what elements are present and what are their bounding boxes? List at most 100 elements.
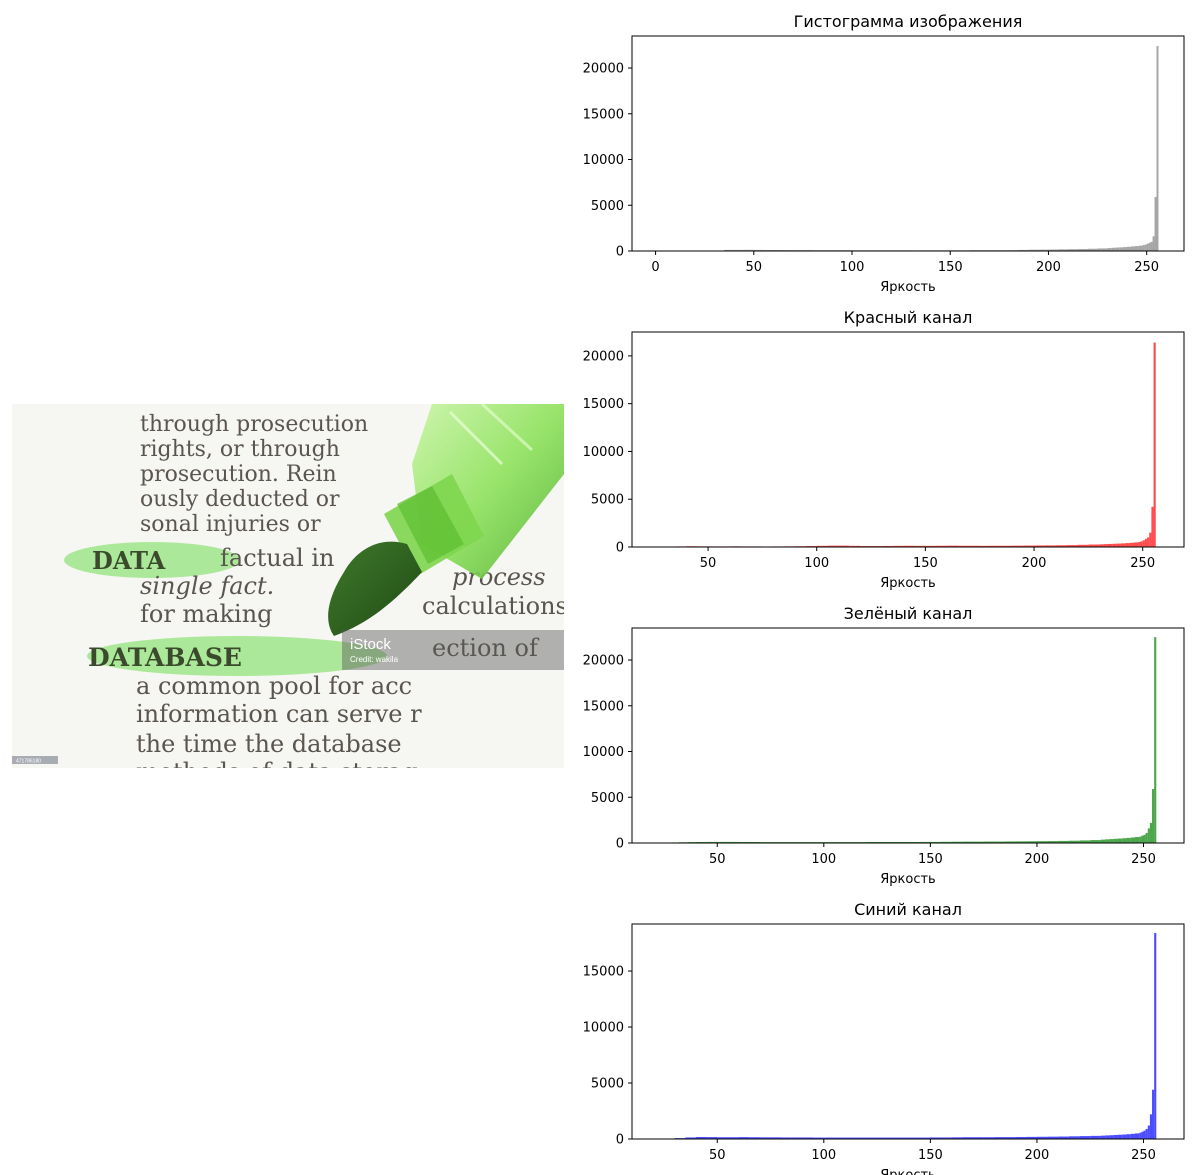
histogram-bar [1130,837,1135,843]
histogram-bar [930,841,942,843]
highlighted-word-database: DATABASE [88,643,242,672]
histogram-bar [738,1137,750,1139]
histogram-bar [1151,506,1154,547]
histogram-bar [1004,841,1016,843]
histogram-bar [753,249,764,251]
y-tick-label: 5000 [591,199,624,214]
histogram-bar [1090,840,1101,843]
histogram-bar [1130,1133,1135,1139]
histogram-bar [734,249,744,251]
text-line: sonal injuries or [140,512,321,537]
histogram-bar [759,1137,771,1139]
histogram-bar [1023,545,1035,547]
histogram-bar [877,841,888,843]
histogram-bar [1109,1135,1114,1139]
text-line: factual in [220,544,334,572]
axes-frame [631,35,1185,252]
histogram-bar [1122,838,1127,843]
x-axis-label: Яркость [880,576,935,591]
histogram-bar [1015,1136,1027,1139]
chart-title: Синий канал [854,900,962,919]
histogram-bar [849,545,861,547]
histogram-bar [1152,1089,1155,1139]
axes-frame [631,627,1185,844]
histogram-bar [1146,243,1149,251]
histogram-bar [951,1137,963,1139]
histogram-bar [1152,789,1155,843]
x-axis-label: Яркость [880,872,935,887]
histogram-bar [962,1137,974,1139]
histogram-bar [827,545,839,547]
x-tick-label: 250 [1130,556,1155,571]
source-photo: through prosecution rights, or through p… [12,404,564,768]
x-tick-label: 100 [804,556,829,571]
histogram-bar [1077,544,1089,547]
histogram-bar [1105,839,1110,843]
histogram-bar [1090,1135,1101,1139]
axes-frame [631,923,1185,1140]
histogram-bar [983,1137,995,1139]
chart-title: Красный канал [844,308,973,327]
histogram-bar [1012,545,1024,547]
histogram-bar [1099,544,1104,547]
y-tick-label: 0 [616,837,624,852]
x-tick-label: 50 [746,260,763,275]
histogram-bar [1111,247,1116,251]
histogram-bar [1134,1133,1140,1139]
histogram-bar [738,841,750,843]
histogram-bar [1116,543,1121,547]
y-tick-label: 20000 [583,349,624,364]
histogram-bar [1113,838,1118,843]
x-tick-label: 100 [811,852,836,867]
text-line: ection of [432,634,540,662]
histogram-bar [903,545,915,547]
y-tick-label: 10000 [583,745,624,760]
histogram-bar [1047,1136,1059,1139]
histogram-bar [685,1137,696,1139]
histogram-bar [1153,342,1156,547]
histogram-bar [1001,545,1013,547]
histogram-bar [1129,542,1135,547]
histogram-bar [1149,1114,1153,1139]
text-line: information can serve r [136,700,422,728]
histogram-bar [1154,197,1157,251]
histogram-bar [925,545,937,547]
histogram-bar [1150,241,1153,251]
histogram-bar [941,1137,952,1139]
histogram-bar [1117,1134,1123,1139]
histogram-bar [1139,836,1142,843]
histogram-bar [881,545,893,547]
histogram-bar [1152,236,1155,251]
x-tick-label: 100 [840,260,865,275]
x-axis-label: Яркость [880,1168,935,1175]
histogram-bar [1113,1134,1118,1139]
histogram-bar [1077,248,1088,251]
histogram-bar [1145,1128,1148,1139]
histogram-bar [1143,834,1146,843]
histogram-bar [791,1137,803,1139]
histogram-bar [1107,248,1112,251]
histogram-bar [695,841,707,843]
histogram-bar [1144,244,1147,251]
y-tick-label: 15000 [583,699,624,714]
histogram-bar [1048,249,1059,251]
histogram-bar [1100,839,1106,843]
x-tick-label: 250 [1131,852,1156,867]
histogram-bar [1156,46,1159,252]
histogram-bar [962,841,974,843]
histogram-bar [1068,249,1078,251]
histogram-bar [1147,1125,1150,1139]
histogram-bar [1015,841,1027,843]
histogram-bar [1068,1136,1080,1139]
histogram-bar [706,841,718,843]
histogram-bar [1143,1130,1146,1139]
text-line: methods of data storag [136,758,418,768]
histogram-bar [845,1137,856,1139]
histogram-bar [1055,545,1067,547]
chart-title: Зелёный канал [844,604,973,623]
y-tick-label: 0 [616,1133,624,1148]
x-tick-label: 150 [918,852,943,867]
histogram-bar [1142,245,1145,251]
histogram-bar [1088,544,1100,547]
histogram-bar [1134,542,1139,547]
